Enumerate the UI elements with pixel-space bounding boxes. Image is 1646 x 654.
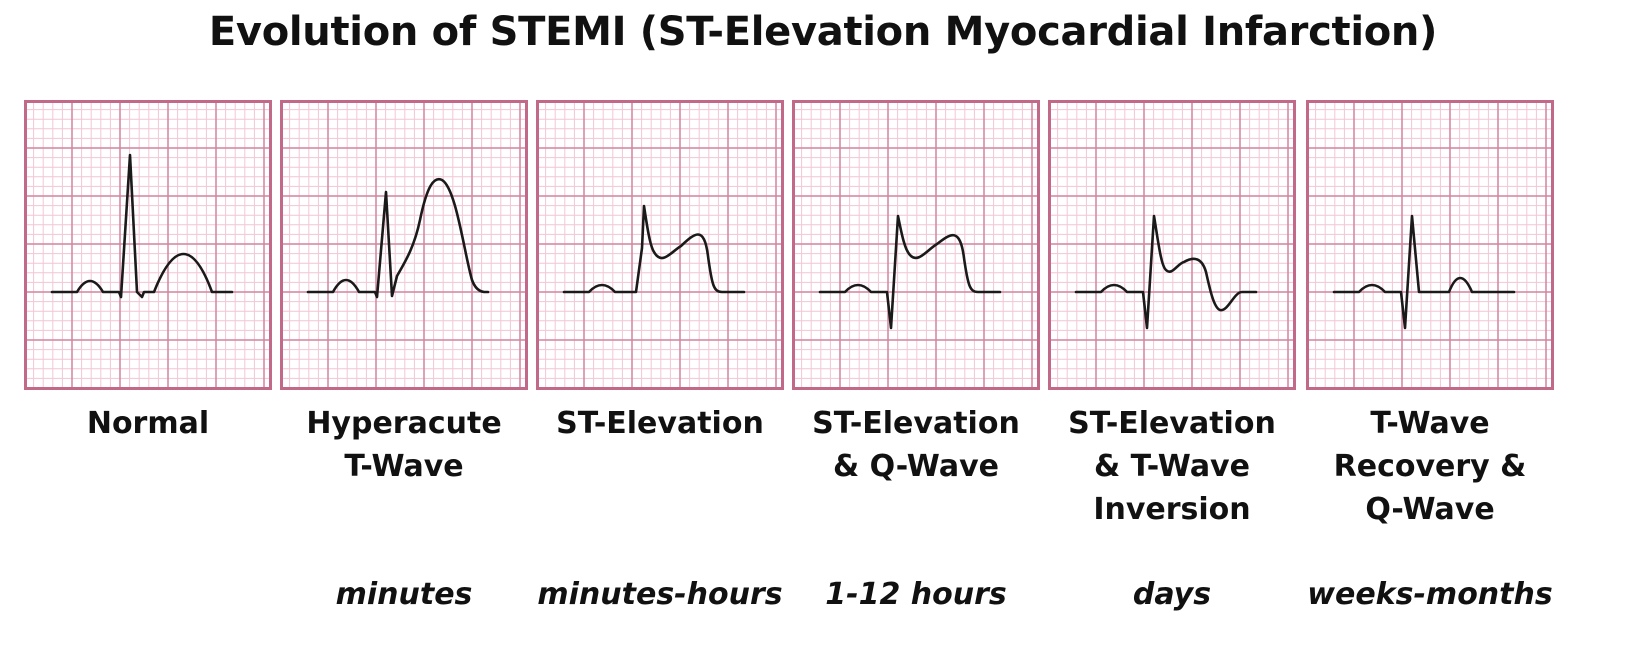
- stage-duration-hyperacute-t-wave: minutes: [335, 577, 473, 612]
- stage-duration-st-elevation-t-wave-inversion: days: [1132, 577, 1212, 612]
- ecg-strip-t-wave-recovery-q-wave: [1306, 100, 1554, 390]
- ecg-trace-st-elevation: [562, 204, 746, 294]
- stage-label-normal: Normal: [86, 406, 210, 441]
- ecg-strip-hyperacute-t-wave: [280, 100, 528, 390]
- stage-label-st-elevation-t-wave-inversion: ST-Elevation & T-Wave Inversion: [1068, 406, 1276, 527]
- diagram-title: Evolution of STEMI (ST-Elevation Myocard…: [208, 9, 1438, 55]
- ecg-trace-hyperacute-t-wave: [306, 177, 490, 299]
- ecg-panel-hyperacute-t-wave: [280, 100, 528, 390]
- stage-duration-st-elevation: minutes-hours: [537, 577, 783, 612]
- ecg-strip-st-elevation: [536, 100, 784, 390]
- ecg-panel-t-wave-recovery-q-wave: [1306, 100, 1554, 390]
- ecg-panel-normal: [24, 100, 272, 390]
- ecg-panel-st-elevation-t-wave-inversion: [1048, 100, 1296, 390]
- ecg-strip-normal: [24, 100, 272, 390]
- ecg-panel-st-elevation-q-wave: [792, 100, 1040, 390]
- ecg-panel-st-elevation: [536, 100, 784, 390]
- ecg-strip-st-elevation-t-wave-inversion: [1048, 100, 1296, 390]
- stage-duration-t-wave-recovery-q-wave: weeks-months: [1307, 577, 1553, 612]
- ecg-strip-st-elevation-q-wave: [792, 100, 1040, 390]
- ecg-trace-normal: [50, 153, 234, 299]
- stage-label-hyperacute-t-wave: Hyperacute T-Wave: [306, 406, 502, 484]
- ecg-trace-st-elevation-t-wave-inversion: [1074, 214, 1258, 330]
- stage-label-t-wave-recovery-q-wave: T-Wave Recovery & Q-Wave: [1333, 406, 1527, 527]
- ecg-trace-st-elevation-q-wave: [818, 214, 1002, 330]
- stage-label-st-elevation-q-wave: ST-Elevation & Q-Wave: [812, 406, 1020, 484]
- ecg-trace-t-wave-recovery-q-wave: [1332, 214, 1516, 330]
- stage-label-st-elevation: ST-Elevation: [556, 406, 764, 441]
- stage-duration-st-elevation-q-wave: 1-12 hours: [825, 577, 1007, 612]
